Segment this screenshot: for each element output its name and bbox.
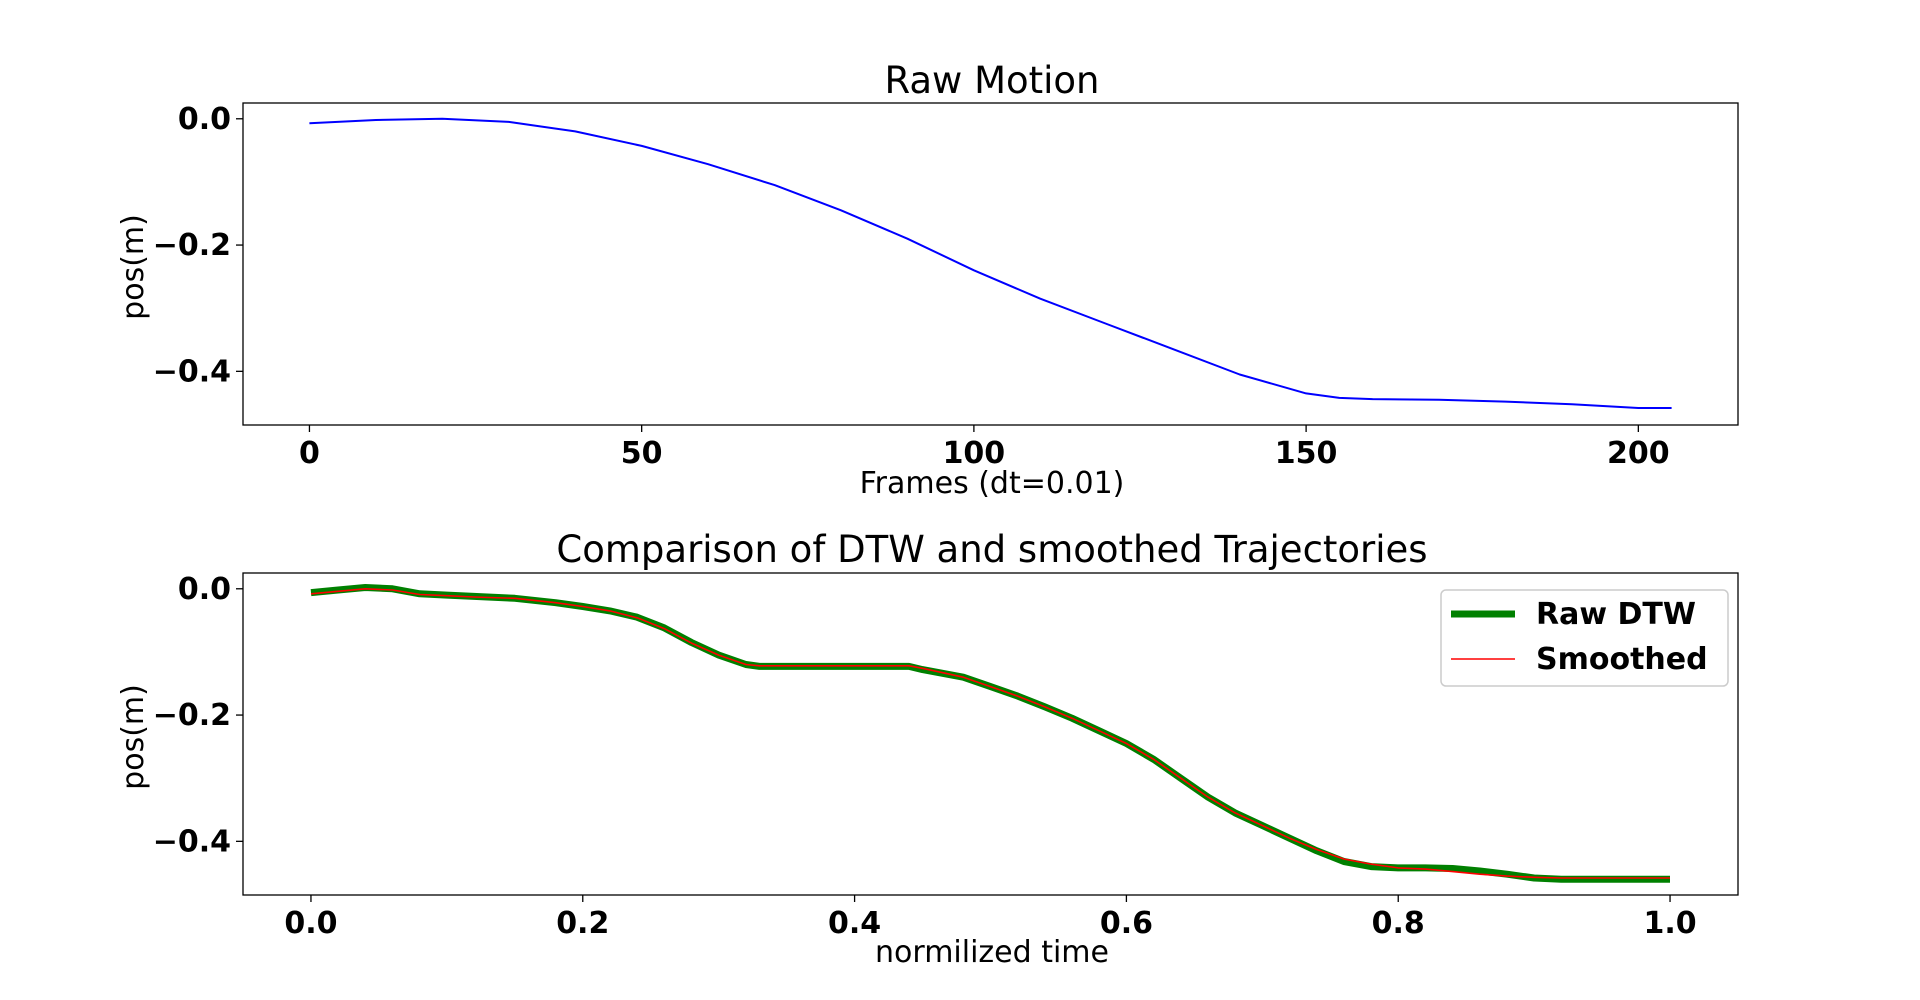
y-tick-label: 0.0 <box>178 102 231 137</box>
axes-frame <box>242 572 1739 896</box>
legend-label-raw-dtw: Raw DTW <box>1536 597 1696 632</box>
legend: Raw DTW Smoothed <box>1440 589 1729 687</box>
x-tick-label: 0.8 <box>1372 906 1425 941</box>
x-tick-label: 0.6 <box>1100 906 1153 941</box>
raw-motion-ylabel: pos(m) <box>116 214 151 320</box>
axes-frame <box>242 102 1739 426</box>
y-tick-label: 0.0 <box>178 572 231 607</box>
x-tick-label: 0 <box>299 436 320 471</box>
raw-motion-xlabel: Frames (dt=0.01) <box>860 466 1125 501</box>
x-tick-label: 50 <box>621 436 663 471</box>
raw-motion-chart: Raw Motion 0 50 100 150 200 0.0 −0.2 −0.4 Frame… <box>116 59 1739 501</box>
comparison-plot-area: 0.0 0.2 0.4 0.6 0.8 1.0 0.0 −0.2 −0.4 <box>153 572 1739 941</box>
comparison-title: Comparison of DTW and smoothed Trajector… <box>556 528 1427 571</box>
raw-motion-plot-area: 0 50 100 150 200 0.0 −0.2 −0.4 <box>153 102 1739 471</box>
x-tick-label: 1.0 <box>1643 906 1696 941</box>
legend-label-smoothed: Smoothed <box>1536 642 1708 677</box>
x-tick-label: 100 <box>943 436 1006 471</box>
x-tick-label: 0.2 <box>556 906 609 941</box>
x-tick-label: 150 <box>1275 436 1338 471</box>
y-tick-label: −0.2 <box>153 228 231 263</box>
comparison-xlabel: normilized time <box>875 935 1109 970</box>
series-line-1-1 <box>310 588 1670 879</box>
y-tick-label: −0.4 <box>153 824 231 859</box>
y-tick-label: −0.4 <box>153 354 231 389</box>
x-tick-label: 200 <box>1607 436 1670 471</box>
y-tick-label: −0.2 <box>153 698 231 733</box>
comparison-chart: Comparison of DTW and smoothed Trajector… <box>116 528 1739 970</box>
x-tick-label: 0.4 <box>828 906 881 941</box>
raw-motion-title: Raw Motion <box>884 59 1099 102</box>
x-tick-label: 0.0 <box>284 906 337 941</box>
series-line-0-0 <box>309 117 1672 409</box>
comparison-ylabel: pos(m) <box>116 684 151 790</box>
